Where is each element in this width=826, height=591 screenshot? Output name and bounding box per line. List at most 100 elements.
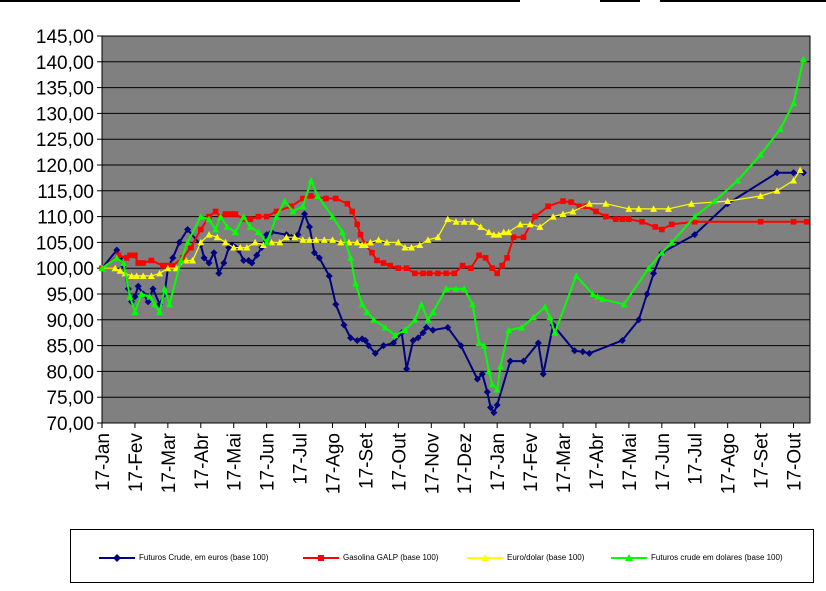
data-point-diamond (149, 285, 157, 293)
data-point-triangle (337, 238, 345, 246)
x-tick-label: 17-Jul (686, 433, 707, 485)
data-point-square (323, 195, 329, 202)
data-point-square (333, 195, 339, 202)
data-point-diamond (131, 293, 139, 301)
data-point-diamond (305, 223, 313, 231)
data-point-triangle (291, 233, 299, 241)
data-point-diamond (483, 388, 491, 396)
data-point-triangle (197, 213, 205, 220)
data-point-triangle (589, 290, 597, 297)
data-point-diamond (301, 210, 309, 218)
data-point-square (222, 211, 229, 217)
data-point-diamond (175, 238, 183, 246)
plot-area (101, 35, 811, 424)
data-point-triangle (197, 238, 205, 246)
data-point-triangle (424, 236, 432, 243)
data-point-triangle (668, 238, 676, 246)
data-point-triangle (205, 231, 213, 238)
data-point-square (123, 255, 130, 261)
data-point-triangle (391, 331, 399, 339)
data-point-triangle (650, 205, 658, 212)
data-point-triangle (417, 300, 425, 308)
top-border-segment (0, 0, 520, 2)
data-point-square (494, 270, 500, 277)
data-point-diamond (184, 226, 192, 233)
y-tick-label: 120,00 (36, 156, 94, 177)
data-point-triangle (375, 236, 383, 243)
y-tick-label: 70,00 (46, 414, 94, 435)
x-tick-label: 17-Abr (192, 432, 213, 490)
legend-label: Futuros Crude, em euros (base 100) (139, 553, 269, 562)
data-point-triangle (383, 238, 391, 246)
data-point-square (374, 257, 380, 264)
data-point-triangle (569, 207, 577, 215)
data-point-triangle (223, 223, 231, 230)
data-point-triangle (307, 176, 315, 184)
data-point-triangle (594, 293, 602, 300)
data-point-triangle (485, 228, 493, 236)
data-point-triangle (276, 238, 284, 246)
data-point-triangle (401, 326, 409, 334)
data-point-diamond (253, 251, 261, 259)
y-tick-label: 105,00 (36, 233, 94, 254)
legend-marker-diamond (99, 554, 135, 562)
data-point-square (344, 200, 351, 207)
data-point-triangle (273, 213, 281, 220)
data-point-triangle (299, 202, 307, 210)
data-point-diamond (315, 254, 323, 262)
data-point-triangle (541, 303, 549, 310)
y-tick-label: 75,00 (46, 388, 94, 409)
data-point-square (691, 218, 698, 225)
data-point-triangle (111, 264, 119, 272)
data-point-triangle (408, 244, 416, 251)
data-point-diamond (579, 348, 587, 356)
data-point-triangle (500, 228, 508, 236)
data-point-triangle (345, 238, 353, 246)
data-point-triangle (240, 213, 248, 220)
data-point-triangle (434, 233, 442, 241)
data-point-triangle (329, 213, 337, 220)
data-point-triangle (526, 220, 534, 228)
data-point-square (612, 216, 619, 222)
data-point-diamond (371, 349, 379, 357)
data-point-triangle (312, 236, 320, 243)
data-point-triangle (394, 238, 402, 246)
data-point-square (188, 244, 194, 251)
data-point-triangle (366, 238, 374, 246)
data-point-diamond (169, 254, 177, 262)
data-point-diamond (347, 334, 355, 342)
data-point-diamond (618, 336, 626, 344)
y-tick-label: 115,00 (37, 182, 94, 203)
data-point-square (435, 270, 441, 277)
data-point-diamond (205, 259, 213, 267)
data-point-diamond (520, 357, 528, 365)
x-tick-label: 17-Fev (126, 433, 147, 493)
data-point-triangle (480, 342, 488, 349)
data-point-square (790, 218, 797, 225)
data-point-diamond (220, 259, 228, 267)
data-point-triangle (757, 151, 765, 158)
data-point-triangle (213, 233, 221, 241)
data-point-triangle (635, 205, 643, 212)
data-point-square (115, 252, 122, 259)
data-point-square (247, 216, 253, 222)
data-point-square (273, 208, 280, 215)
data-point-triangle (263, 238, 271, 246)
data-point-triangle (518, 324, 526, 331)
data-point-triangle (177, 256, 185, 264)
data-point-diamond (691, 231, 699, 239)
data-point-triangle (131, 308, 139, 316)
data-point-diamond (380, 342, 388, 350)
data-point-triangle (488, 380, 496, 388)
data-point-triangle (329, 236, 337, 243)
data-point-diamond (422, 324, 430, 332)
data-point-square (659, 226, 665, 233)
data-point-triangle (268, 238, 276, 246)
data-point-diamond (248, 259, 256, 267)
data-point-diamond (534, 339, 542, 347)
data-point-triangle (444, 215, 452, 223)
data-point-triangle (205, 215, 213, 223)
data-point-triangle (212, 226, 220, 233)
data-point-triangle (691, 213, 699, 220)
